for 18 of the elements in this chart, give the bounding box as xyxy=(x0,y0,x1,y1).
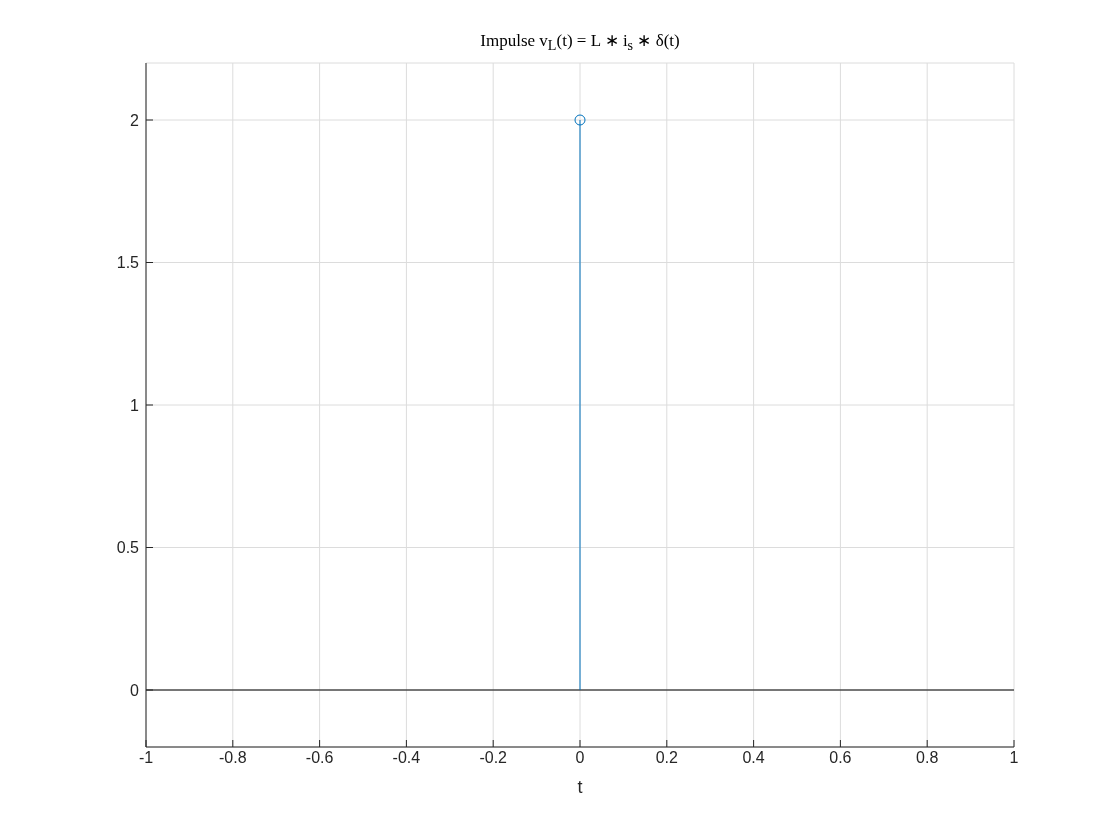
x-tick-label: 0.6 xyxy=(829,749,852,767)
x-tick-label: 0.8 xyxy=(916,749,939,767)
y-tick-label: 1.5 xyxy=(116,254,140,272)
x-tick-label: 0.2 xyxy=(655,749,679,767)
y-tick-label: 1 xyxy=(130,396,140,414)
x-tick-label: 1 xyxy=(1009,749,1019,767)
x-tick-label: -0.8 xyxy=(219,749,247,767)
x-axis-title: t xyxy=(577,777,583,797)
x-tick-label: -1 xyxy=(138,749,154,767)
y-tick-label: 0.5 xyxy=(116,539,140,557)
x-tick-label: 0 xyxy=(575,749,585,767)
x-tick-label: 0.4 xyxy=(742,749,765,767)
x-tick-label: -0.6 xyxy=(305,749,334,767)
x-tick-label: -0.4 xyxy=(392,749,421,767)
y-tick-label: 2 xyxy=(130,111,140,129)
y-tick-label: 0 xyxy=(130,681,140,699)
chart-title: Impulse v$_{L}$(t) = L ∗ i$_{s}$ ∗ δ(t) xyxy=(479,30,681,55)
x-tick-label: -0.2 xyxy=(479,749,508,767)
